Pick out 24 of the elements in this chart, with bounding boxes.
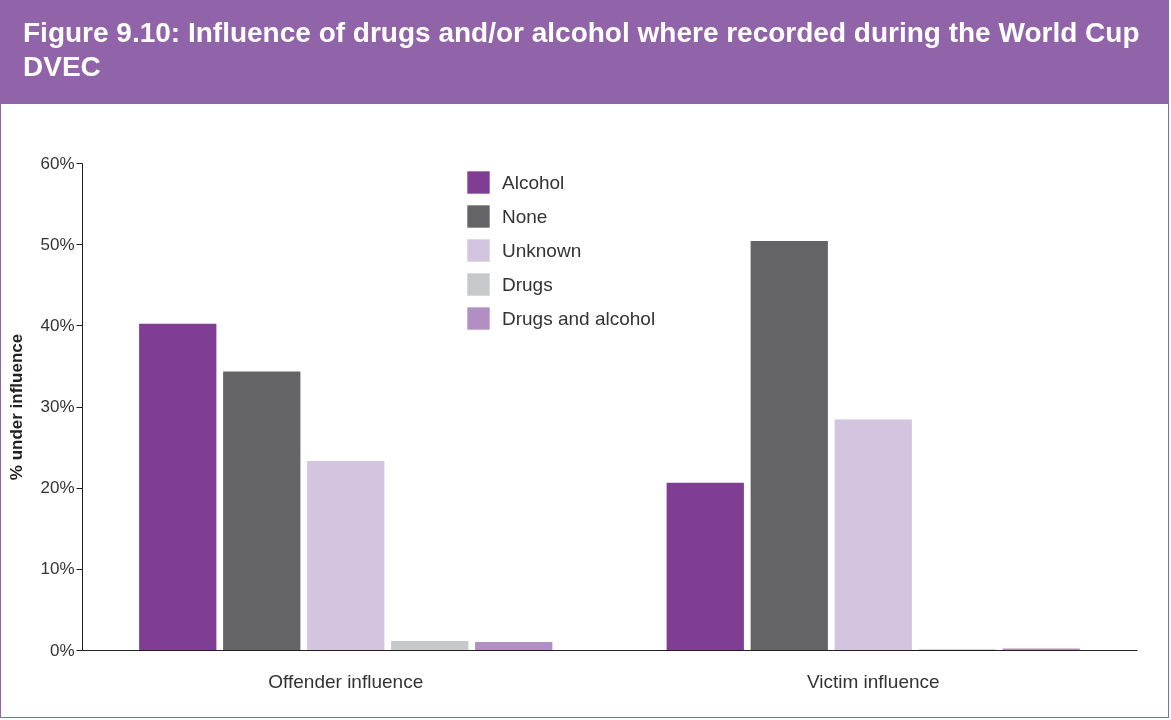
legend-label: Drugs and alcohol <box>502 307 656 329</box>
bar <box>834 419 912 650</box>
y-tick-label: 30% <box>40 397 75 416</box>
bar <box>391 641 469 650</box>
legend-label: Alcohol <box>502 171 565 193</box>
bar <box>475 641 553 650</box>
y-tick-label: 20% <box>40 478 75 498</box>
legend-label: Drugs <box>502 273 553 295</box>
bar <box>750 240 828 650</box>
bar <box>223 371 301 650</box>
legend-label: Unknown <box>502 239 582 261</box>
y-tick-label: 10% <box>40 559 75 579</box>
bar <box>139 323 217 650</box>
bar <box>307 460 385 650</box>
y-tick-label: 0% <box>49 640 75 660</box>
legend-label: None <box>502 205 548 227</box>
y-tick-label: 60% <box>40 153 75 173</box>
x-tick-label: Offender influence <box>268 670 424 692</box>
y-tick-label: 50% <box>40 234 75 254</box>
bar <box>666 482 744 650</box>
x-tick-label: Victim influence <box>806 670 940 692</box>
y-tick-label: 40% <box>40 315 75 335</box>
chart-title: Figure 9.10: Influence of drugs and/or alcohol where recorded during the World Cup DVEC <box>1 0 1168 104</box>
y-axis-title: % under influence <box>7 333 27 481</box>
